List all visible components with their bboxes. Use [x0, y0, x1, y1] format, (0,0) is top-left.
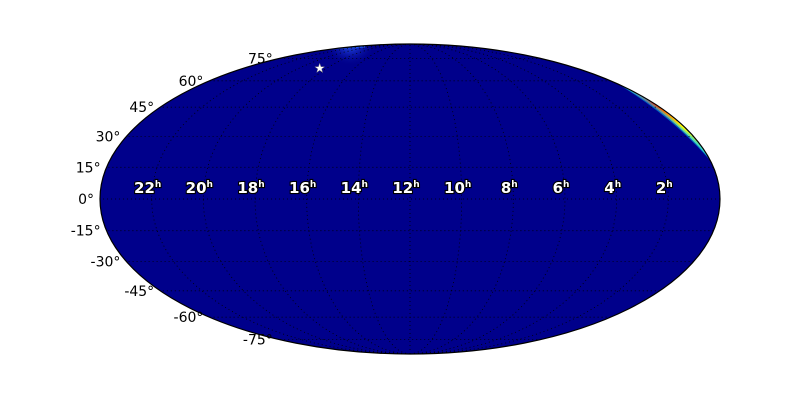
- meridian-line: [409, 44, 669, 354]
- dec-tick-label: -15°: [71, 224, 101, 240]
- ra-tick-label: 8h: [501, 179, 518, 197]
- ra-tick-label: 12h: [392, 179, 419, 197]
- meridian-line: [409, 44, 463, 354]
- dec-tick-label: -30°: [91, 255, 121, 271]
- dec-tick-label: 0°: [78, 192, 94, 208]
- meridian-line: [151, 44, 411, 354]
- dec-tick-label: -60°: [174, 310, 204, 326]
- ra-tick-label: 22h: [134, 179, 161, 197]
- meridian-line: [306, 44, 411, 354]
- ra-tick-label: 18h: [237, 179, 264, 197]
- meridian-line: [357, 44, 411, 354]
- dec-tick-label: 45°: [129, 100, 154, 116]
- dec-labels: 75° 60° 45° 30° 15° 0° -15° -30°-45° -60° -75°: [71, 52, 273, 349]
- graticule: [100, 44, 720, 354]
- dec-tick-label: 75°: [248, 52, 273, 68]
- star-icon: [314, 62, 326, 74]
- meridian-line: [409, 44, 618, 354]
- meridian-line: [202, 44, 411, 354]
- ra-labels: 22h 20h 18h 16h 14h 12h 10h 8h 6h 4h 2h: [133, 178, 674, 198]
- map-outline: [99, 43, 721, 355]
- meridian-line: [409, 44, 514, 354]
- ra-tick-label: 4h: [604, 179, 621, 197]
- ra-tick-label: 14h: [341, 179, 368, 197]
- star-marker: [314, 62, 326, 74]
- dec-tick-label: -75°: [243, 332, 273, 348]
- faint-region: [328, 44, 372, 73]
- ra-tick-label: 20h: [186, 179, 213, 197]
- dec-tick-label: 15°: [76, 160, 101, 176]
- ra-tick-label: 6h: [553, 179, 570, 197]
- dec-tick-label: -45°: [124, 284, 154, 300]
- dec-tick-label: 30°: [96, 129, 121, 145]
- ra-tick-label: 2h: [656, 179, 673, 197]
- ra-tick-label: 10h: [444, 179, 471, 197]
- sky-background: [100, 44, 720, 354]
- dec-tick-label: 60°: [179, 74, 204, 90]
- ra-tick-label: 16h: [289, 179, 316, 197]
